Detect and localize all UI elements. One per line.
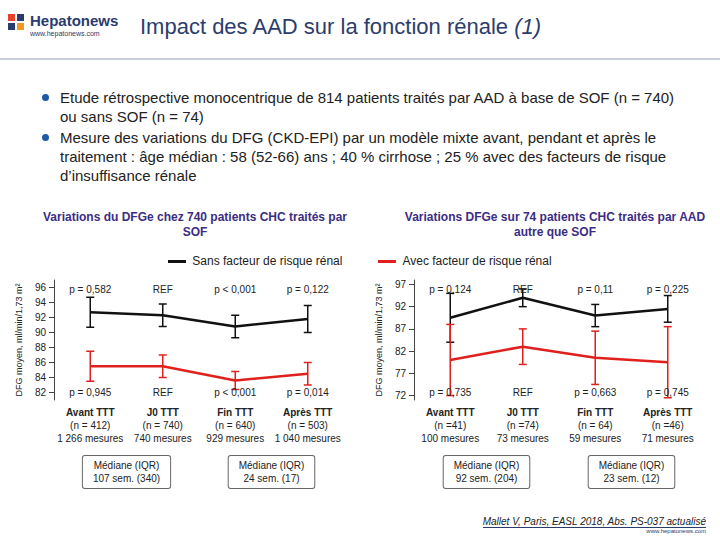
svg-text:Après TTT: Après TTT	[283, 407, 332, 418]
svg-text:929 mesures: 929 mesures	[206, 433, 264, 444]
svg-text:88: 88	[35, 342, 47, 353]
svg-text:(n =41): (n =41)	[434, 420, 466, 431]
html-text:Mallet V, Paris, EASL 2018, Ab: Mallet V, Paris, EASL 2018, Abs. PS-037 …	[482, 516, 706, 527]
svg-text:(n = 64): (n = 64)	[578, 420, 613, 431]
html-text:Sans facteur de risque rénal: Sans facteur de risque rénal	[192, 254, 343, 268]
svg-text:86: 86	[35, 357, 47, 368]
svg-text:97: 97	[395, 279, 407, 290]
svg-text:(n =46): (n =46)	[652, 420, 684, 431]
svg-text:71 mesures: 71 mesures	[642, 433, 694, 444]
svg-text:92: 92	[35, 312, 47, 323]
html-text:Variations du DFGe chez 740 pa: Variations du DFGe chez 740 patients CHC…	[43, 210, 347, 239]
svg-text:REF: REF	[513, 387, 533, 398]
svg-text:J0 TTT: J0 TTT	[507, 407, 539, 418]
html-text:Variations DFGe sur 74 patient: Variations DFGe sur 74 patients CHC trai…	[404, 210, 706, 239]
svg-text:90: 90	[35, 327, 47, 338]
svg-text:Avant TTT: Avant TTT	[426, 407, 475, 418]
svg-text:p < 0,001: p < 0,001	[214, 284, 256, 295]
svg-text:82: 82	[395, 346, 407, 357]
svg-text:Après TTT: Après TTT	[643, 407, 692, 418]
svg-text:Médiane (IQR): Médiane (IQR)	[454, 460, 520, 471]
html-text:Hepatonews: Hepatonews	[30, 12, 119, 29]
html-text:Avec facteur de risque rénal: Avec facteur de risque rénal	[402, 254, 552, 268]
svg-text:p = 0,582: p = 0,582	[69, 284, 111, 295]
svg-text:p = 0,11: p = 0,11	[577, 284, 613, 295]
svg-text:Fin TTT: Fin TTT	[217, 407, 253, 418]
html-text:www.hepatonews.com: www.hepatonews.com	[646, 528, 706, 534]
svg-text:72: 72	[395, 390, 407, 401]
svg-text:(n = 740): (n = 740)	[143, 420, 183, 431]
svg-text:Avant TTT: Avant TTT	[66, 407, 115, 418]
html-text:www.hepatonews.com: www.hepatonews.com	[30, 30, 100, 37]
svg-text:59 mesures: 59 mesures	[569, 433, 621, 444]
svg-text:82: 82	[35, 387, 47, 398]
svg-text:1 040 mesures: 1 040 mesures	[275, 433, 341, 444]
svg-text:77: 77	[395, 368, 407, 379]
svg-text:73 mesures: 73 mesures	[497, 433, 549, 444]
svg-text:107 sem. (340): 107 sem. (340)	[93, 473, 160, 484]
svg-text:p = 0,124: p = 0,124	[429, 284, 471, 295]
svg-text:J0 TTT: J0 TTT	[147, 407, 179, 418]
svg-text:1 266 mesures: 1 266 mesures	[57, 433, 123, 444]
svg-text:p = 0,663: p = 0,663	[574, 387, 616, 398]
svg-text:p < 0,001: p < 0,001	[214, 387, 256, 398]
html-text:Mesure des variations du DFG (: Mesure des variations du DFG (CKD-EPI) p…	[60, 129, 667, 184]
svg-text:(n = 503): (n = 503)	[288, 420, 328, 431]
svg-text:(n =74): (n =74)	[507, 420, 539, 431]
svg-text:84: 84	[35, 372, 47, 383]
svg-text:92 sem. (204): 92 sem. (204)	[456, 473, 518, 484]
svg-text:p = 0,225: p = 0,225	[647, 284, 689, 295]
svg-text:(n = 412): (n = 412)	[70, 420, 110, 431]
svg-text:100 mesures: 100 mesures	[421, 433, 479, 444]
svg-text:DFG moyen, ml/min/1,73 m²: DFG moyen, ml/min/1,73 m²	[374, 283, 384, 396]
svg-text:Médiane (IQR): Médiane (IQR)	[94, 460, 160, 471]
svg-text:740 mesures: 740 mesures	[134, 433, 192, 444]
svg-text:p = 0,122: p = 0,122	[287, 284, 329, 295]
svg-text:23 sem. (12): 23 sem. (12)	[603, 473, 659, 484]
svg-text:94: 94	[35, 297, 47, 308]
svg-text:87: 87	[395, 323, 407, 334]
svg-text:Fin TTT: Fin TTT	[577, 407, 613, 418]
html-text:Impact des AAD sur la fonction: Impact des AAD sur la fonction rénale (1…	[140, 14, 542, 39]
svg-text:(n = 640): (n = 640)	[215, 420, 255, 431]
svg-text:p = 0,745: p = 0,745	[647, 387, 689, 398]
svg-text:DFG moyen, ml/min/1,73 m²: DFG moyen, ml/min/1,73 m²	[14, 283, 24, 396]
svg-text:REF: REF	[153, 284, 173, 295]
svg-text:p = 0,014: p = 0,014	[287, 387, 329, 398]
svg-text:Médiane (IQR): Médiane (IQR)	[599, 460, 665, 471]
svg-text:96: 96	[35, 282, 47, 293]
html-text:Etude rétrospective monocentri: Etude rétrospective monocentrique de 814…	[60, 89, 675, 125]
svg-text:24 sem. (17): 24 sem. (17)	[243, 473, 299, 484]
svg-text:92: 92	[395, 301, 407, 312]
svg-text:REF: REF	[153, 387, 173, 398]
svg-text:p = 0,945: p = 0,945	[69, 387, 111, 398]
svg-text:Médiane (IQR): Médiane (IQR)	[239, 460, 305, 471]
svg-text:p = 0,735: p = 0,735	[429, 387, 471, 398]
svg-text:REF: REF	[513, 284, 533, 295]
